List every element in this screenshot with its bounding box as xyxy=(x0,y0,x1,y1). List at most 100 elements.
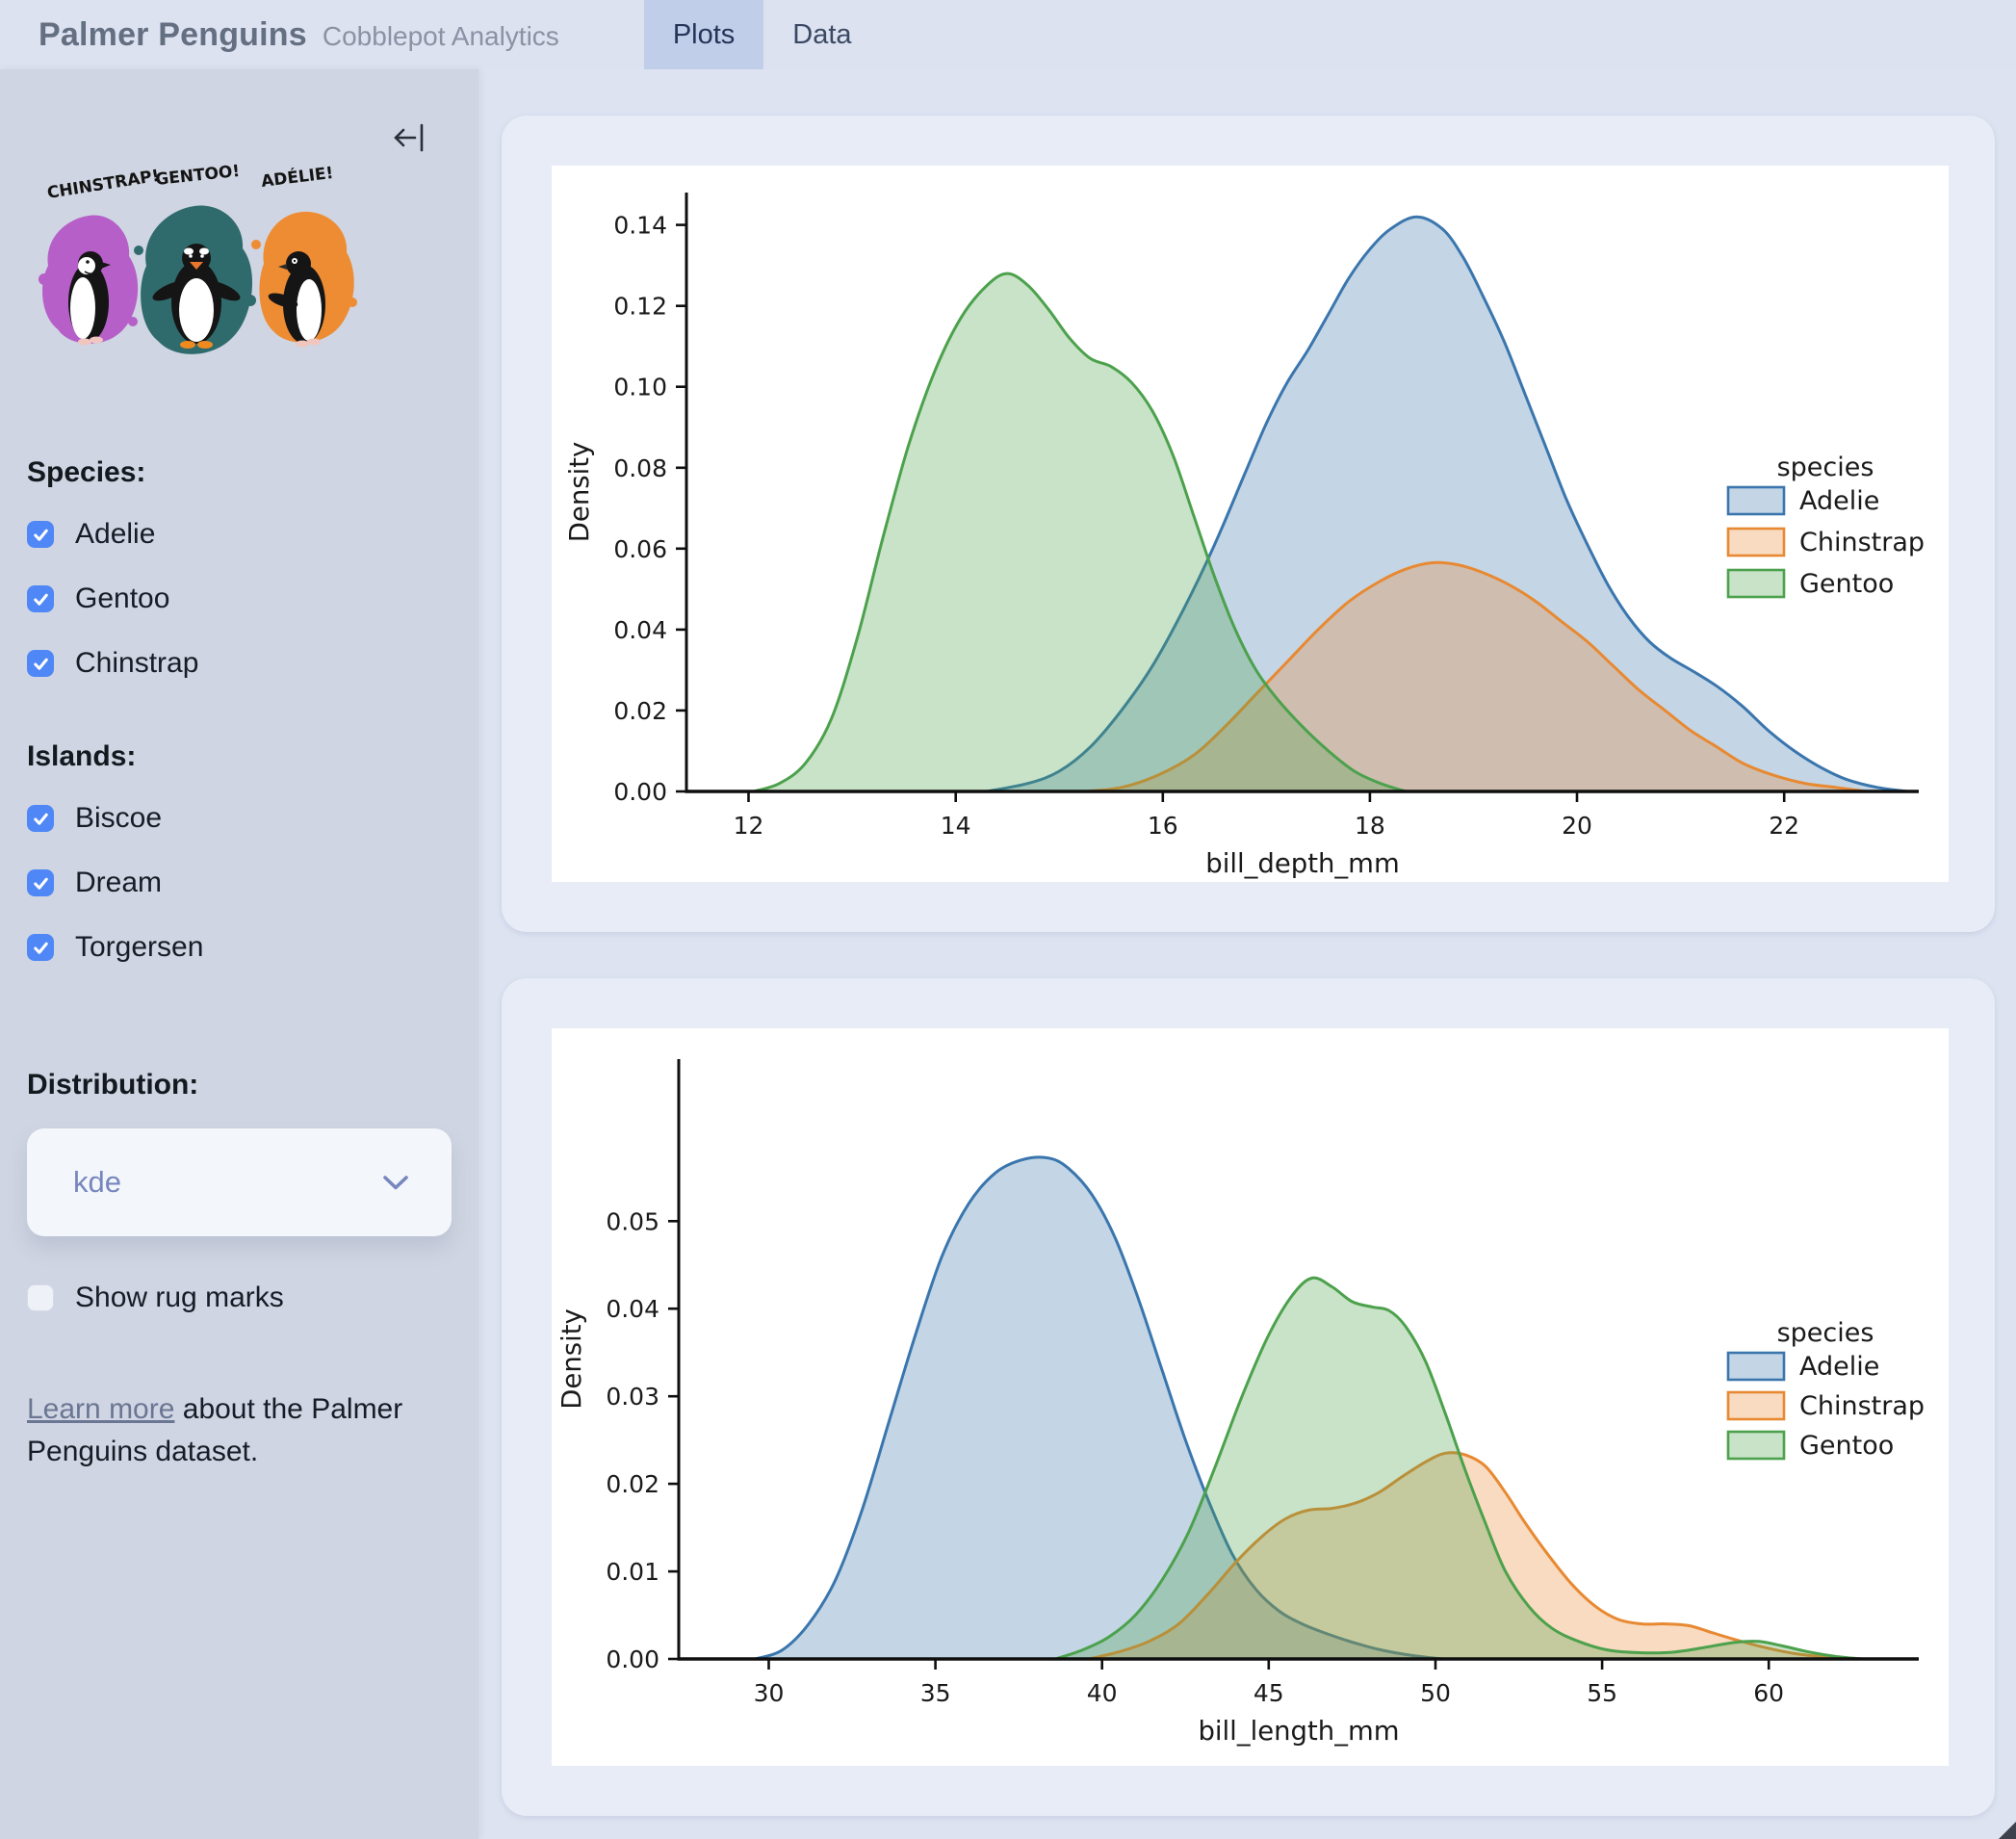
kde-line-adelie xyxy=(986,215,1909,793)
svg-text:0.01: 0.01 xyxy=(606,1558,659,1586)
checkbox-label: Adelie xyxy=(75,518,156,550)
penguin-artwork-image: CHINSTRAP! GENTOO! ADÉLIE! xyxy=(39,162,357,354)
checkbox-dream[interactable] xyxy=(27,869,54,896)
svg-text:14: 14 xyxy=(941,812,971,840)
checkbox-row-gentoo[interactable]: Gentoo xyxy=(27,580,452,618)
x-axis-ticks: 12 14 16 18 20 22 xyxy=(734,791,1799,840)
check-icon xyxy=(33,658,48,670)
bill-length-kde-chart: 30 35 40 45 50 55 60 0.00 0.01 0.02 0.03 0.04 0.05 bi… xyxy=(556,1059,1925,1747)
checkbox-torgersen[interactable] xyxy=(27,934,54,961)
legend-patch-adelie xyxy=(1726,485,1786,516)
x-axis-label: bill_depth_mm xyxy=(1205,848,1400,879)
legend: species Adelie Chinstrap Gentoo xyxy=(1726,453,1925,599)
species-group-label: Species: xyxy=(27,456,146,488)
checkbox-row-adelie[interactable]: Adelie xyxy=(27,515,452,554)
checkbox-label: Torgersen xyxy=(75,931,204,963)
collapse-arrow-icon xyxy=(394,123,424,152)
check-icon xyxy=(33,813,48,825)
distribution-select[interactable]: kde xyxy=(27,1128,452,1236)
distribution-select-value: kde xyxy=(73,1165,121,1199)
kde-fill-adelie xyxy=(986,217,1909,791)
checkbox-gentoo[interactable] xyxy=(27,585,54,612)
legend-label-gentoo: Gentoo xyxy=(1799,1431,1894,1461)
app-subtitle: Cobblepot Analytics xyxy=(322,20,559,51)
checkbox-adelie[interactable] xyxy=(27,521,54,548)
checkbox-biscoe[interactable] xyxy=(27,805,54,832)
checkbox-label: Biscoe xyxy=(75,802,163,834)
checkbox-label: Show rug marks xyxy=(75,1282,284,1313)
checkbox-row-chinstrap[interactable]: Chinstrap xyxy=(27,644,452,683)
svg-text:50: 50 xyxy=(1420,1679,1451,1707)
app-header: Palmer Penguins Cobblepot Analytics Plot… xyxy=(0,0,2016,69)
axes: 30 35 40 45 50 55 60 0.00 0.01 0.02 0.03 0.04 0.05 bi… xyxy=(556,1059,1919,1747)
checkbox-chinstrap[interactable] xyxy=(27,650,54,677)
check-icon xyxy=(33,942,48,954)
legend-patch-chinstrap xyxy=(1726,527,1786,557)
legend-title: species xyxy=(1777,1318,1874,1348)
svg-text:0.02: 0.02 xyxy=(606,1470,659,1498)
svg-text:35: 35 xyxy=(920,1679,951,1707)
legend-patch-chinstrap xyxy=(1726,1390,1786,1421)
checkbox-row-biscoe[interactable]: Biscoe xyxy=(27,799,452,838)
tab-data[interactable]: Data xyxy=(792,18,852,50)
kde-line-adelie xyxy=(755,1155,1443,1661)
distribution-group-label: Distribution: xyxy=(27,1069,199,1101)
artwork-label-chinstrap: CHINSTRAP! xyxy=(46,167,161,203)
svg-text:16: 16 xyxy=(1148,812,1178,840)
svg-text:30: 30 xyxy=(754,1679,785,1707)
x-axis-ticks: 30 35 40 45 50 55 60 xyxy=(754,1659,1784,1707)
learn-more-rest: about the Palmer Penguins dataset. xyxy=(27,1393,403,1468)
kde-fill-chinstrap xyxy=(1088,1452,1856,1659)
bill-depth-figure: 12 14 16 18 20 22 0.00 0.02 0.04 0.06 0.08 0.10 0.12… xyxy=(552,166,1949,882)
legend-patch-gentoo xyxy=(1726,568,1786,599)
svg-text:0.04: 0.04 xyxy=(613,616,667,644)
svg-text:0.05: 0.05 xyxy=(606,1207,659,1235)
svg-text:0.02: 0.02 xyxy=(613,697,667,725)
legend-label-gentoo: Gentoo xyxy=(1799,569,1894,599)
checkbox-row-torgersen[interactable]: Torgersen xyxy=(27,928,452,967)
legend-title: species xyxy=(1777,453,1874,482)
kde-line-chinstrap xyxy=(1084,560,1868,793)
kde-line-gentoo xyxy=(753,272,1408,793)
svg-text:0.08: 0.08 xyxy=(613,454,667,482)
svg-text:60: 60 xyxy=(1753,1679,1784,1707)
sidebar: CHINSTRAP! GENTOO! ADÉLIE! xyxy=(0,69,478,1839)
svg-text:55: 55 xyxy=(1587,1679,1617,1707)
y-axis-label: Density xyxy=(564,442,595,543)
artwork-label-adelie: ADÉLIE! xyxy=(260,162,335,192)
svg-text:40: 40 xyxy=(1087,1679,1118,1707)
svg-text:45: 45 xyxy=(1254,1679,1284,1707)
checkbox-label: Gentoo xyxy=(75,583,170,614)
kde-fill-chinstrap xyxy=(1085,562,1868,791)
kde-line-chinstrap xyxy=(1088,1451,1856,1661)
artwork-label-gentoo: GENTOO! xyxy=(154,162,241,190)
kde-fill-adelie xyxy=(755,1157,1442,1659)
kde-line-gentoo xyxy=(1054,1276,1863,1661)
checkbox-row-dream[interactable]: Dream xyxy=(27,864,452,902)
gentoo-penguin xyxy=(152,244,241,349)
checkbox-rug[interactable] xyxy=(27,1284,54,1311)
legend-patch-gentoo xyxy=(1726,1430,1786,1461)
svg-text:20: 20 xyxy=(1562,812,1592,840)
tab-plots[interactable]: Plots xyxy=(643,0,764,69)
series-group xyxy=(755,1155,1863,1661)
islands-group-label: Islands: xyxy=(27,740,137,772)
svg-text:22: 22 xyxy=(1769,812,1799,840)
x-axis-label: bill_length_mm xyxy=(1198,1716,1399,1747)
check-icon xyxy=(33,529,48,541)
axes: 12 14 16 18 20 22 0.00 0.02 0.04 0.06 0.08 0.10 0.12… xyxy=(564,193,1919,879)
check-icon xyxy=(33,593,48,606)
sidebar-collapse-button[interactable] xyxy=(392,121,428,157)
checkbox-row-rug[interactable]: Show rug marks xyxy=(27,1279,452,1317)
resize-grip[interactable] xyxy=(1999,1822,2016,1839)
learn-more-link[interactable]: Learn more xyxy=(27,1393,175,1425)
svg-text:0.03: 0.03 xyxy=(606,1383,659,1411)
legend-label-adelie: Adelie xyxy=(1799,1352,1879,1382)
kde-fill-gentoo xyxy=(1055,1278,1863,1659)
chinstrap-penguin xyxy=(68,251,111,346)
legend-label-chinstrap: Chinstrap xyxy=(1799,528,1925,557)
checkbox-label: Chinstrap xyxy=(75,647,199,679)
penguin-artwork: CHINSTRAP! GENTOO! ADÉLIE! xyxy=(31,156,452,377)
svg-text:12: 12 xyxy=(734,812,764,840)
chevron-down-icon xyxy=(383,1175,408,1189)
